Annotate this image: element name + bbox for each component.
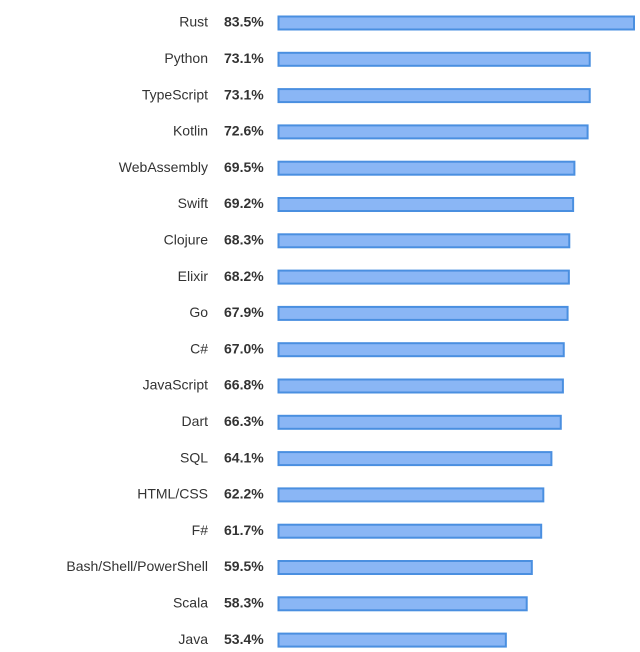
bar [277, 523, 543, 539]
category-label: WebAssembly [119, 159, 208, 175]
category-label: HTML/CSS [137, 486, 208, 502]
bar [277, 124, 589, 140]
bar [277, 233, 571, 249]
category-label: Bash/Shell/PowerShell [66, 558, 208, 574]
value-label: 59.5% [224, 558, 264, 574]
category-label: Python [164, 50, 208, 66]
category-label: C# [190, 340, 208, 356]
bar [277, 305, 569, 321]
category-label: Java [178, 631, 208, 647]
value-label: 69.2% [224, 195, 264, 211]
bar [277, 88, 591, 104]
value-label: 58.3% [224, 595, 264, 611]
category-label: Go [189, 304, 208, 320]
bar [277, 596, 528, 612]
bar [277, 451, 553, 467]
value-label: 66.3% [224, 413, 264, 429]
category-label: Elixir [178, 268, 209, 284]
value-label: 61.7% [224, 522, 264, 538]
bar [277, 414, 562, 430]
value-label: 73.1% [224, 86, 264, 102]
category-label: Scala [173, 595, 208, 611]
value-label: 83.5% [224, 14, 264, 30]
bar [277, 632, 507, 648]
value-label: 67.9% [224, 304, 264, 320]
value-label: 73.1% [224, 50, 264, 66]
category-label: SQL [180, 449, 208, 465]
value-label: 53.4% [224, 631, 264, 647]
value-label: 66.8% [224, 377, 264, 393]
category-label: JavaScript [143, 377, 208, 393]
bar [277, 560, 533, 575]
value-label: 68.2% [224, 268, 264, 284]
value-label: 72.6% [224, 123, 264, 139]
value-label: 67.0% [224, 340, 264, 356]
category-label: F# [192, 522, 209, 538]
category-label: Dart [182, 413, 209, 429]
bar [277, 15, 635, 31]
category-label: TypeScript [142, 86, 208, 102]
value-label: 69.5% [224, 159, 264, 175]
bar [277, 487, 545, 503]
bar [277, 51, 591, 67]
bar [277, 342, 565, 358]
category-label: Kotlin [173, 123, 208, 139]
bar [277, 378, 564, 394]
value-label: 68.3% [224, 232, 264, 248]
category-label: Swift [178, 195, 208, 211]
category-label: Rust [179, 14, 208, 30]
bar [277, 269, 570, 285]
category-label: Clojure [164, 232, 209, 248]
bar [277, 197, 575, 212]
value-label: 62.2% [224, 486, 264, 502]
value-label: 64.1% [224, 449, 264, 465]
bar [277, 160, 576, 176]
